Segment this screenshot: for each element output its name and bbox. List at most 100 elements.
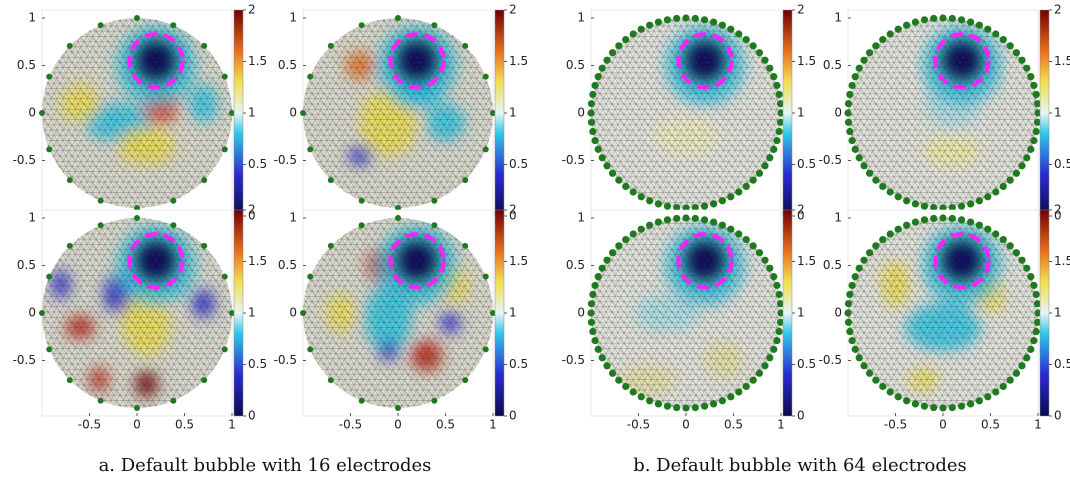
electrode	[709, 200, 718, 208]
electrode	[749, 376, 757, 384]
colorbar	[233, 209, 244, 417]
electrode	[637, 25, 645, 33]
x-tick-label: -0.5	[627, 418, 650, 432]
electrode	[775, 327, 783, 336]
colorbar-tick-label: 0.5	[1054, 157, 1070, 171]
x-tick-label: 0	[682, 418, 690, 432]
field	[42, 18, 232, 208]
electrode	[966, 218, 975, 226]
electrode	[984, 25, 992, 33]
electrode	[865, 249, 874, 257]
electrode	[591, 81, 599, 90]
electrode	[654, 400, 663, 408]
electrode	[773, 336, 781, 345]
electrode	[742, 35, 750, 44]
y-tick-label: 0	[28, 106, 36, 120]
y-tick-label: 0.5	[823, 58, 842, 72]
electrode	[749, 42, 757, 50]
electrode	[637, 193, 645, 201]
electrode	[637, 393, 645, 401]
electrode	[844, 118, 853, 126]
electrode	[860, 256, 868, 264]
electrode	[770, 73, 778, 81]
electrode	[903, 221, 911, 229]
x-tick-label: 0.5	[724, 418, 743, 432]
electrode	[770, 273, 778, 281]
electrode	[327, 377, 334, 384]
electrode	[855, 64, 863, 72]
electrode	[879, 35, 887, 44]
electrode	[1023, 64, 1031, 72]
electrode	[134, 205, 140, 211]
electrode	[718, 221, 726, 229]
electrode	[591, 336, 599, 345]
electrode	[903, 397, 911, 405]
electrode	[775, 127, 783, 136]
y-tick-label: 1	[577, 211, 585, 225]
electrode	[846, 290, 854, 299]
electrode	[903, 21, 911, 29]
electrode	[673, 203, 681, 212]
electrode	[775, 290, 783, 299]
subplot: 1 0.5 0 -0.5 2 1.5 1 0.5 0	[562, 3, 817, 223]
x-tick-label: 0	[394, 418, 402, 432]
colorbar-tick-label: 2	[1054, 3, 1062, 17]
electrode	[608, 169, 617, 177]
electrode	[948, 203, 956, 212]
electrode	[629, 388, 637, 396]
electrode	[589, 327, 597, 336]
electrode	[603, 362, 611, 370]
electrode	[591, 136, 599, 145]
colorbar	[233, 9, 244, 217]
mesh	[848, 218, 1038, 408]
field	[848, 218, 1038, 408]
y-tick-label: 1	[28, 211, 36, 225]
mesh	[848, 18, 1038, 208]
electrode	[718, 397, 726, 405]
electrode	[761, 162, 769, 170]
electrode	[879, 382, 887, 391]
electrode	[654, 200, 663, 208]
electrode	[755, 249, 764, 257]
colorbar-tick-label: 0	[1054, 209, 1062, 223]
electrode	[957, 216, 966, 224]
electrode	[1032, 290, 1040, 299]
electrode	[66, 177, 73, 184]
electrode	[894, 225, 902, 233]
y-tick-label: 0.5	[17, 58, 36, 72]
mesh	[42, 218, 232, 408]
bubble-outline	[933, 32, 991, 90]
electrode	[598, 64, 606, 72]
subplot: 1 0.5 0 -0.5 2 1.5 1 0.5 0	[819, 3, 1070, 223]
subplot: 1 0.5 0 -0.5 -0.5 0 0.5 1 2 1.5 1 0.5 0	[819, 203, 1070, 432]
field	[303, 18, 493, 208]
subplot: 1 0.5 0 -0.5 2 1.5 1 0.5 0	[13, 3, 268, 223]
subplot: 1 0.5 0 -0.5 -0.5 0 0.5 1 2 1.5 1 0.5 0	[562, 203, 817, 432]
electrode	[462, 242, 469, 249]
electrode	[846, 127, 854, 136]
y-tick-label: 0	[577, 106, 585, 120]
electrode	[1030, 281, 1038, 290]
electrode	[646, 21, 654, 29]
x-tick-label: 0.5	[436, 418, 455, 432]
colorbar-tick-label: 2	[797, 203, 805, 217]
electrode	[1033, 100, 1042, 108]
mesh	[591, 18, 781, 208]
electrode	[735, 230, 743, 238]
field	[591, 218, 781, 408]
colorbar-tick-label: 2	[1054, 203, 1062, 217]
electrode	[755, 49, 764, 57]
electrode	[482, 346, 489, 353]
electrode	[307, 273, 314, 280]
electrode	[1012, 369, 1021, 377]
electrode	[727, 25, 735, 33]
electrode	[920, 402, 929, 410]
electrode	[1006, 176, 1014, 184]
y-tick-label: -0.5	[819, 153, 842, 167]
electrode	[673, 403, 681, 412]
bubble-outline	[676, 32, 734, 90]
electrode	[749, 242, 757, 250]
subplot: 1 0.5 0 -0.5 2 1.5 1 0.5 0	[274, 3, 529, 223]
electrode	[1027, 73, 1035, 81]
electrode	[629, 188, 637, 196]
